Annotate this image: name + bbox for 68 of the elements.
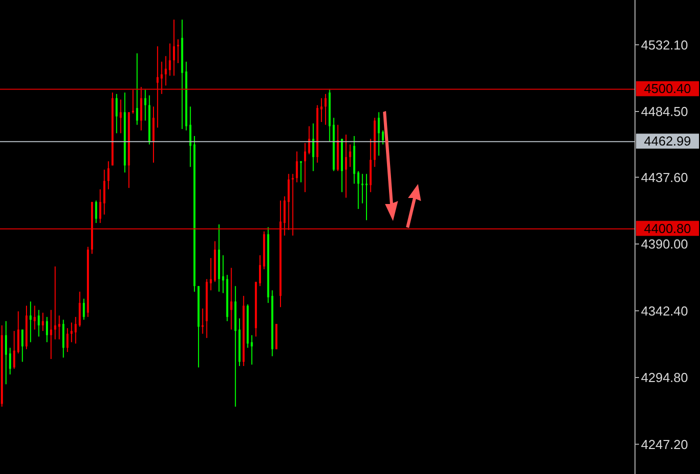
candlestick [308,126,310,155]
candlestick [82,298,85,320]
candlestick [378,112,380,156]
candlestick [140,86,142,131]
candlestick [366,173,368,221]
candlestick [66,328,68,352]
candlestick [78,291,81,328]
candlestick [116,93,118,134]
candlestick [172,19,175,76]
candlestick [189,106,192,168]
candlestick [250,334,253,366]
candlestick [17,310,20,354]
y-tick-label: 4484.50 [641,104,688,120]
y-tick-label: 4437.60 [641,170,688,185]
candlestick [50,309,52,360]
candlestick [21,329,24,362]
y-tick-label: 4532.10 [641,37,688,52]
y-tick-label: 4294.80 [641,370,688,386]
candlestick [62,319,64,358]
y-tick-label: 4342.40 [641,303,688,318]
candlestick [361,173,364,204]
candlestick [54,266,56,340]
y-tick-label: 4390.00 [641,236,688,252]
candlestick [9,347,12,375]
candlestick [70,322,73,343]
candlestick [324,93,327,126]
candlestick [160,61,163,94]
candlestick [120,99,122,134]
candlestick [202,308,204,334]
candlestick [164,56,167,86]
candlestick [320,98,322,123]
candlestick [210,258,212,291]
candlestick [13,330,16,370]
candlestick [357,170,360,210]
candlestick [74,316,77,344]
candlestick [144,89,146,122]
candlestick [136,52,138,126]
candlestick [58,315,60,340]
candlestick [156,46,159,128]
candlestick [312,122,314,172]
y-tick-label: 4247.20 [641,436,688,452]
candlestick [288,173,290,230]
candlestick [230,267,232,330]
candlestick [177,38,180,64]
candlestick [42,312,44,332]
candlestick [259,254,261,287]
ref-line-label: 4500.40 [644,81,691,96]
candlestick [382,130,384,145]
ref-line-label: 4400.80 [644,220,691,236]
candlestick [284,196,286,236]
candlestick [30,301,32,343]
candlestick [34,305,36,330]
candlestick [152,106,154,164]
candlestick [345,134,348,198]
candlestick [168,42,171,76]
candlestick [103,169,106,216]
candlestick [46,316,48,343]
candlestick [349,144,352,168]
ref-line-label: 4462.99 [644,134,691,149]
candlestick [107,160,110,190]
candlestick [304,142,306,193]
candlestick [5,320,7,385]
candlestick [296,150,298,183]
candlestick [99,188,102,224]
candlestick [292,173,294,236]
candlestick [222,254,224,294]
candlestick [95,200,98,224]
candlestick [38,309,40,338]
